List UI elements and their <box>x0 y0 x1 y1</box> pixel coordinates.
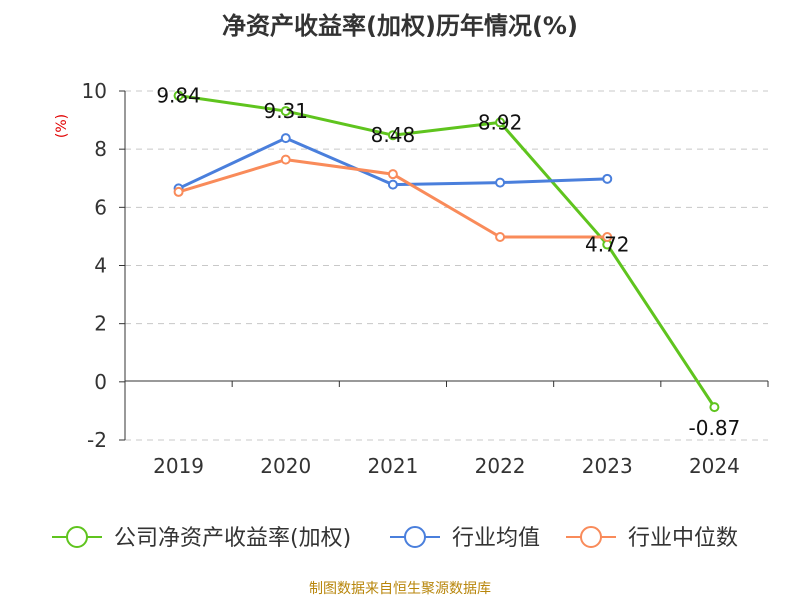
data-point <box>709 402 720 413</box>
source-note: 制图数据来自恒生聚源数据库 <box>309 581 491 597</box>
data-point <box>173 90 184 101</box>
y-tick-label: 4 <box>94 254 107 278</box>
data-point <box>173 186 184 197</box>
x-tick-label: 2022 <box>475 454 526 478</box>
data-label: -0.87 <box>689 416 741 440</box>
legend-label: 公司净资产收益率(加权) <box>114 526 351 551</box>
series-layer <box>173 90 720 413</box>
grid-layer <box>125 90 768 441</box>
data-point <box>495 117 506 128</box>
data-label: 9.84 <box>156 84 201 108</box>
y-tick-label: 6 <box>94 195 107 219</box>
data-point <box>280 106 291 117</box>
data-point <box>602 173 613 184</box>
data-point <box>602 231 613 242</box>
data-point <box>495 231 506 242</box>
data-point <box>280 133 291 144</box>
y-tick-label: -2 <box>87 428 107 452</box>
x-tick-label: 2023 <box>582 454 633 478</box>
label-layer: 9.84 9.31 8.48 8.92 4.72 -0.87 <box>156 84 740 440</box>
data-point <box>387 169 398 180</box>
legend-marker <box>66 526 88 548</box>
data-point <box>495 177 506 188</box>
x-tick-label: 2020 <box>260 454 311 478</box>
data-point <box>387 179 398 190</box>
y-axis-unit-label: (%) <box>54 114 70 138</box>
x-tick-label: 2019 <box>153 454 204 478</box>
data-point <box>280 154 291 165</box>
legend-marker <box>404 526 426 548</box>
y-tick-label: 8 <box>94 137 107 161</box>
series-line-0 <box>178 94 716 408</box>
y-tick-label: 10 <box>82 79 107 103</box>
legend-label: 行业中位数 <box>628 526 738 551</box>
data-label: 4.72 <box>585 233 630 257</box>
data-point <box>387 130 398 141</box>
x-tick-label: 2024 <box>689 454 740 478</box>
data-label: 8.92 <box>478 110 523 134</box>
legend-marker <box>580 526 602 548</box>
axis-layer: -2 0 2 4 6 8 10 2019 2020 2021 2022 2023 2024 (%) <box>54 79 769 478</box>
chart-title: 净资产收益率(加权)历年情况(%) <box>222 12 578 40</box>
y-tick-label: 2 <box>94 312 107 336</box>
data-label: 9.31 <box>263 99 308 123</box>
data-label: 8.48 <box>371 123 416 147</box>
legend-layer: 公司净资产收益率(加权) 行业均值 行业中位数 <box>52 526 738 551</box>
legend-label: 行业均值 <box>452 526 540 551</box>
x-tick-label: 2021 <box>367 454 418 478</box>
y-tick-label: 0 <box>94 370 107 394</box>
